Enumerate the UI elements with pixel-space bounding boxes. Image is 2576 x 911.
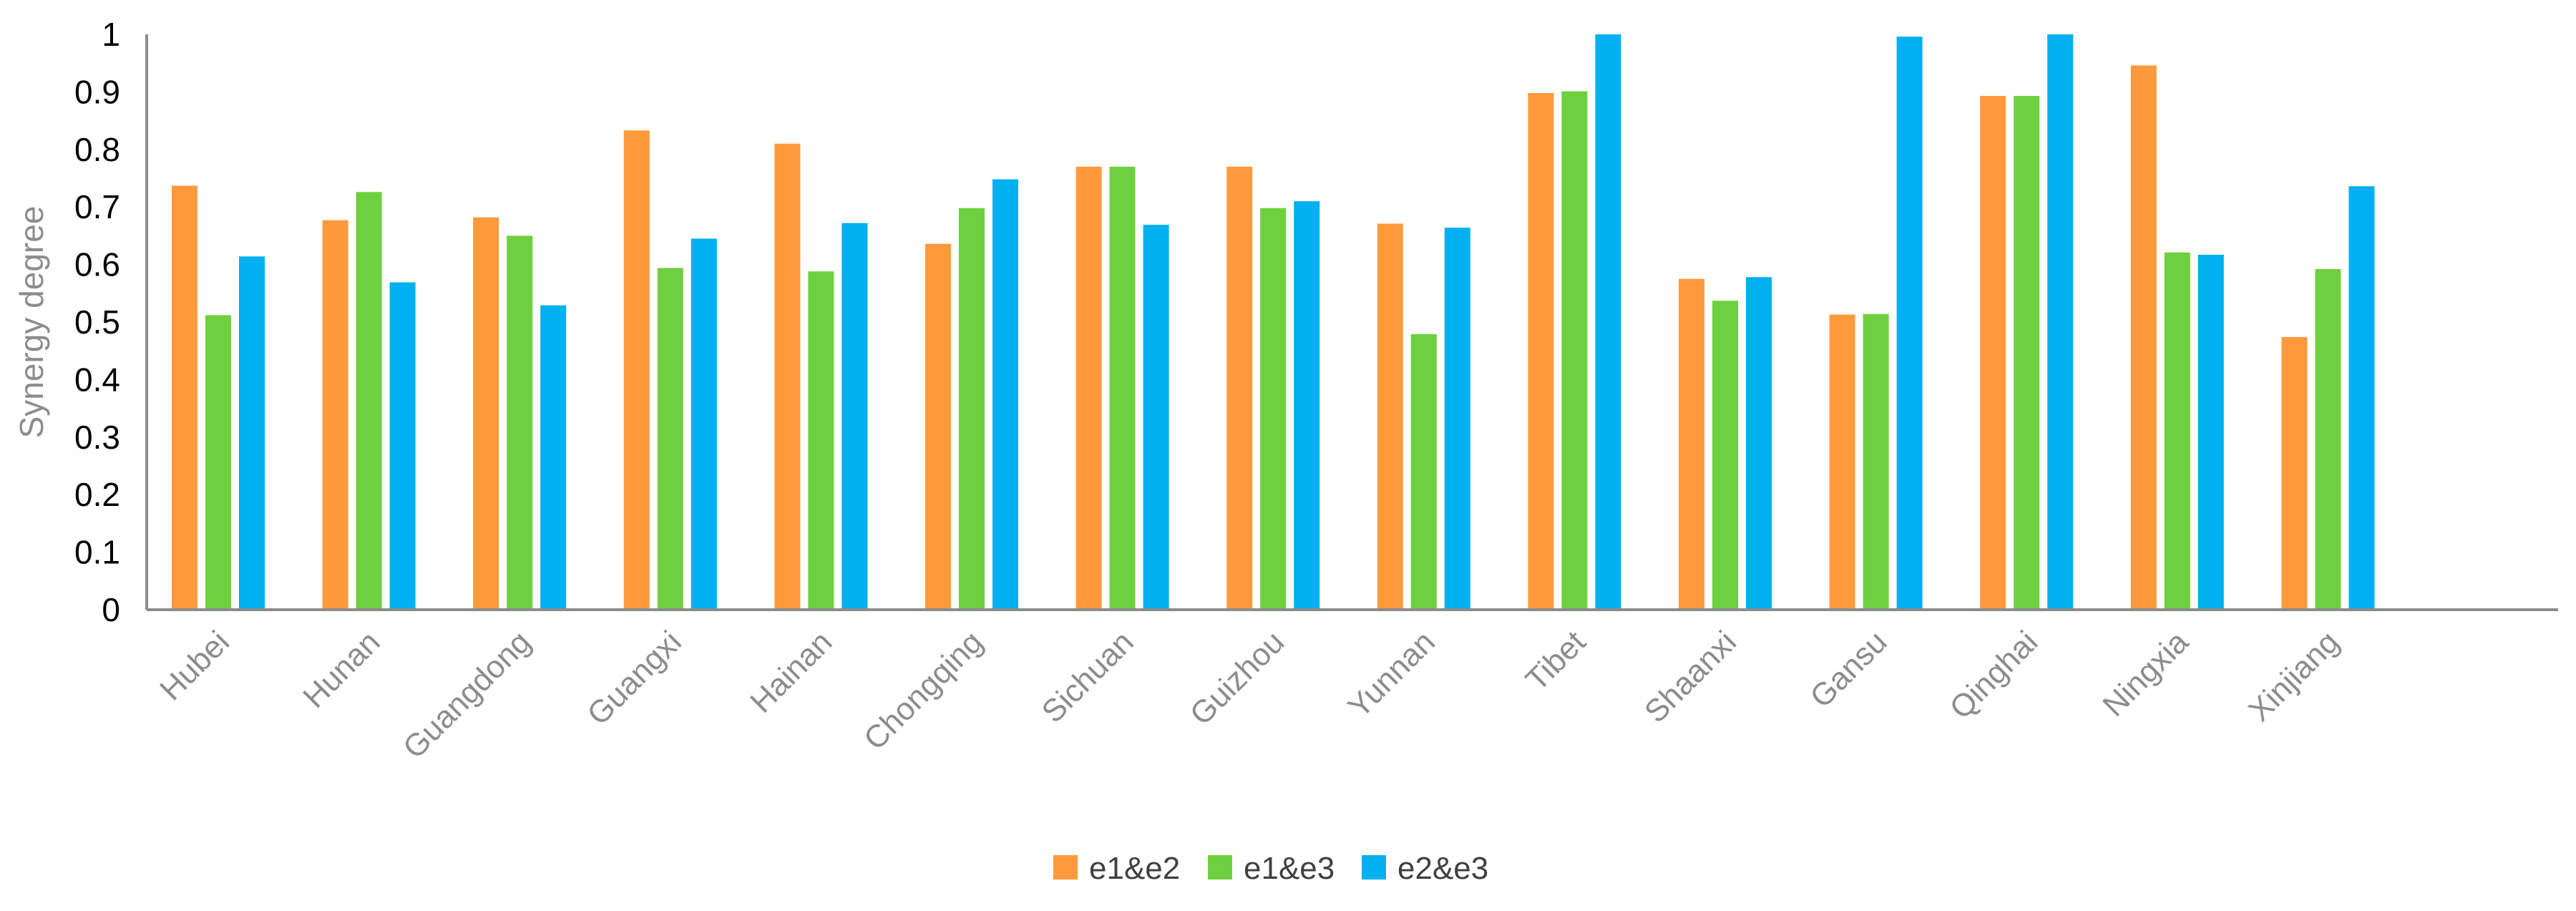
y-tick-label: 0.7 (74, 188, 120, 225)
legend-label: e1&e2 (1089, 851, 1180, 886)
bar-tibet-2 (1561, 91, 1588, 610)
bar-sichuan-2 (1109, 166, 1136, 610)
bar-guizhou-3 (1294, 201, 1320, 610)
y-tick-label: 0.1 (74, 534, 120, 571)
x-tick-label: Tibet (1519, 624, 1593, 698)
bar-ningxia-3 (2197, 254, 2224, 610)
x-tick-label: Hubei (153, 624, 236, 707)
y-tick-label: 0.4 (74, 361, 120, 398)
legend-label: e1&e3 (1244, 851, 1335, 886)
bar-hubei-1 (172, 185, 197, 610)
bar-guizhou-2 (1260, 208, 1287, 610)
x-tick-label: Gansu (1803, 624, 1893, 714)
x-tick-labels: Hubei Hunan Guangdong Guangxi Hainan Chongqin… (153, 624, 2346, 766)
bar-gansu-2 (1863, 313, 1889, 610)
bar-yunnan-1 (1377, 223, 1403, 610)
bar-shaanxi-3 (1746, 277, 1772, 610)
bar-chongqing-3 (992, 179, 1018, 610)
y-tick-label: 0.5 (74, 303, 120, 341)
bar-hunan-1 (322, 220, 348, 610)
bar-hainan-1 (774, 143, 801, 610)
x-tick-label: Chongqing (857, 624, 990, 756)
legend-swatch-1 (1053, 855, 1078, 880)
bar-gansu-1 (1829, 314, 1855, 610)
y-tick-label: 0 (102, 591, 120, 628)
y-tick-label: 0.8 (74, 131, 120, 168)
bar-tibet-1 (1528, 93, 1554, 610)
bar-tibet-3 (1595, 34, 1621, 610)
x-tick-label: Sichuan (1035, 624, 1141, 729)
bar-hubei-3 (239, 256, 265, 610)
legend: e1&e2 e1&e3 e2&e3 (1053, 851, 1488, 886)
bar-hainan-2 (808, 271, 834, 610)
bar-ningxia-2 (2164, 252, 2190, 610)
bar-ningxia-1 (2130, 65, 2157, 610)
bar-xinjiang-1 (2281, 336, 2308, 610)
bar-xinjiang-3 (2348, 186, 2375, 610)
x-tick-label: Hunan (296, 624, 386, 714)
bar-qinghai-2 (2014, 96, 2040, 610)
bar-hunan-3 (389, 282, 416, 610)
y-tick-label: 0.2 (74, 476, 120, 513)
bar-guangxi-1 (623, 130, 650, 610)
y-tick-label: 0.9 (74, 73, 120, 110)
bar-chongqing-1 (925, 243, 951, 610)
x-tick-label: Shaanxi (1638, 624, 1743, 729)
bar-yunnan-3 (1444, 228, 1470, 610)
bar-guangdong-1 (473, 217, 499, 610)
x-tick-label: Qinghai (1943, 624, 2044, 726)
bar-hainan-3 (841, 223, 868, 610)
legend-label: e2&e3 (1397, 851, 1488, 886)
bar-qinghai-3 (2047, 34, 2074, 610)
bar-shaanxi-2 (1712, 301, 1738, 610)
x-tick-label: Ningxia (2096, 624, 2195, 724)
bar-guangxi-2 (657, 268, 683, 610)
bar-gansu-3 (1896, 36, 1923, 610)
legend-swatch-2 (1208, 855, 1232, 880)
y-axis-title: Synergy degree (13, 206, 50, 439)
bar-xinjiang-2 (2315, 269, 2341, 610)
y-tick-label: 0.3 (74, 419, 120, 456)
bar-guangdong-3 (540, 305, 567, 610)
x-tick-label: Guangxi (580, 624, 688, 732)
x-tick-label: Yunnan (1342, 624, 1442, 724)
x-tick-label: Hainan (743, 624, 839, 719)
bar-guangxi-3 (691, 238, 717, 610)
bar-sichuan-3 (1143, 225, 1169, 610)
legend-swatch-3 (1362, 855, 1386, 880)
bar-qinghai-1 (1980, 96, 2006, 610)
bar-shaanxi-1 (1679, 278, 1704, 610)
bar-guangdong-2 (507, 235, 533, 610)
bar-hunan-2 (356, 192, 382, 610)
x-tick-label: Guangdong (396, 624, 537, 765)
x-tick-label: Guizhou (1184, 624, 1292, 732)
bar-guizhou-1 (1226, 166, 1253, 610)
bar-chongqing-2 (959, 208, 985, 610)
bars (172, 34, 2375, 610)
y-tick-labels: 0 0.1 0.2 0.3 0.4 0.5 0.6 0.7 0.8 0.9 1 (74, 16, 120, 628)
y-tick-label: 1 (102, 16, 120, 53)
x-tick-label: Xinjiang (2242, 624, 2346, 728)
axes (145, 34, 2558, 611)
y-tick-label: 0.6 (74, 246, 120, 283)
bar-yunnan-2 (1410, 333, 1437, 610)
bar-hubei-2 (205, 315, 231, 610)
bar-sichuan-1 (1075, 166, 1102, 610)
